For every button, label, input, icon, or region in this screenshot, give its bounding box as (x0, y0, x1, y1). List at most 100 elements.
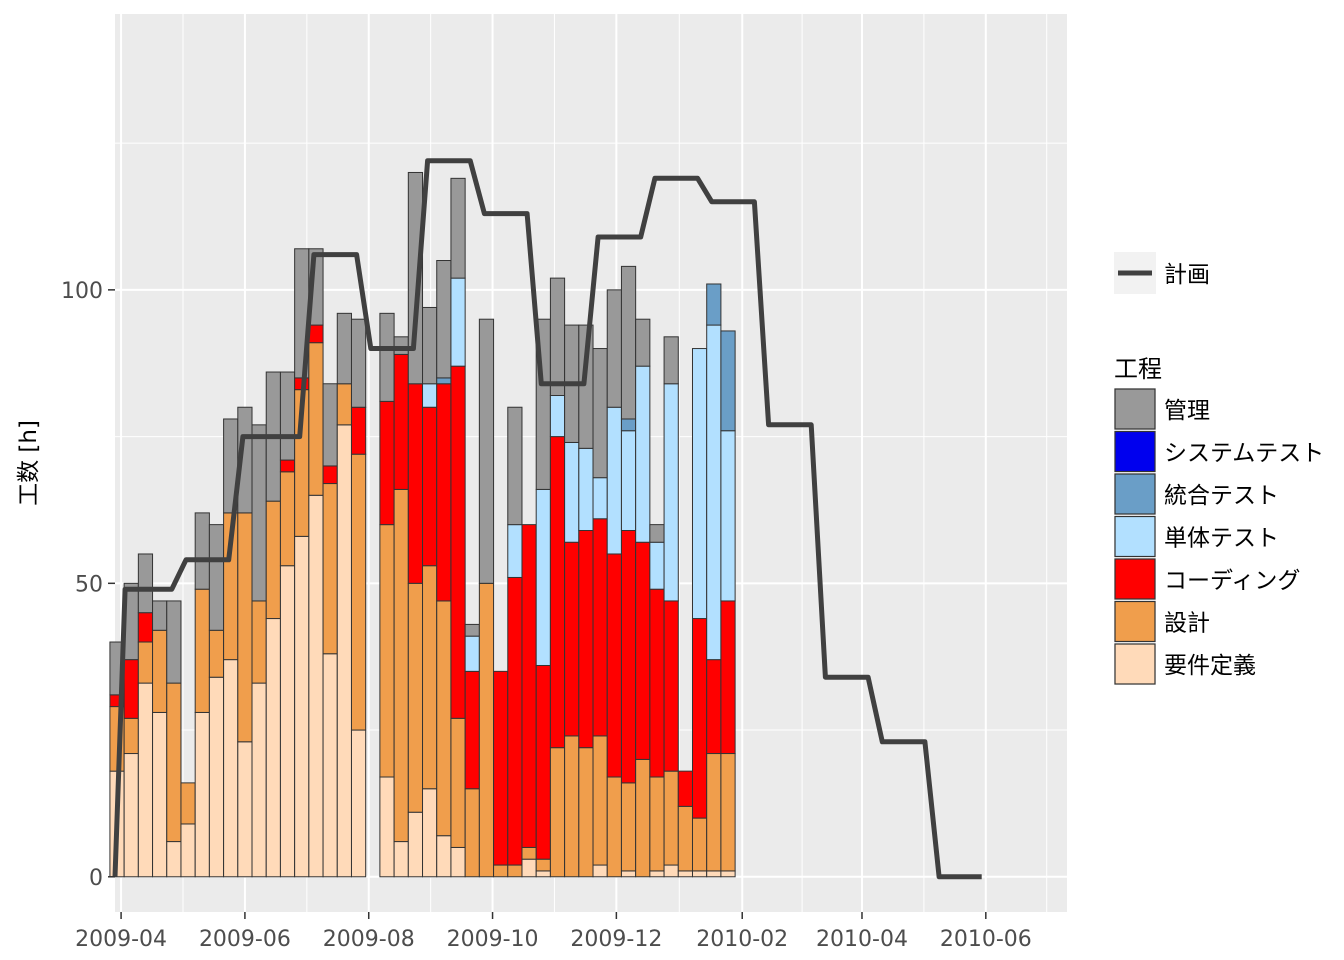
bar-segment (123, 717, 139, 755)
bar-segment (152, 711, 168, 878)
bar-segment (237, 741, 253, 878)
bar-segment (691, 817, 708, 872)
bar-segment (152, 600, 168, 631)
bar-segment (649, 524, 665, 543)
bar-segment (620, 870, 637, 878)
bar-segment (294, 535, 310, 878)
bar-segment (663, 600, 679, 772)
bar-segment (663, 864, 679, 878)
bar-segment (720, 430, 736, 602)
bar-segment (606, 289, 622, 408)
bar-segment (393, 336, 409, 355)
bar-segment (521, 846, 537, 860)
x-tick-label: 2009-08 (323, 927, 415, 952)
bar-segment (265, 500, 281, 620)
bar-segment (507, 406, 523, 526)
bar-segment (535, 870, 551, 878)
bar-segment (166, 600, 182, 684)
bar-segment (422, 406, 438, 567)
bar-segment (208, 524, 225, 631)
bar-segment (521, 858, 537, 878)
bar-segment (635, 758, 651, 878)
legend-swatch (1114, 643, 1156, 685)
bar-segment (450, 717, 466, 848)
bar-segment (549, 747, 566, 878)
bar-segment (592, 518, 608, 737)
bar-segment (706, 870, 722, 878)
bar-segment (649, 870, 665, 878)
y-tick-label: 100 (61, 279, 103, 304)
bar-segment (180, 823, 196, 878)
bar-segment (237, 512, 253, 743)
bar-segment (464, 635, 480, 672)
bar-segment (279, 471, 296, 567)
bar-segment (493, 670, 509, 866)
bar-segment (379, 400, 395, 526)
bar-segment (123, 753, 139, 878)
bar-segment (208, 629, 225, 678)
bar-segment (251, 600, 267, 684)
bar-segment (166, 682, 182, 843)
bar-segment (478, 318, 495, 584)
bar-segment (322, 383, 338, 467)
stacked-bars (109, 171, 736, 878)
bar-segment (407, 383, 424, 584)
x-tick-label: 2009-04 (75, 927, 167, 952)
bar-segment (393, 353, 409, 490)
bar-segment (137, 553, 154, 614)
bar-segment (166, 841, 182, 878)
x-tick-label: 2009-10 (447, 927, 539, 952)
bar-segment (336, 383, 352, 426)
bar-segment (663, 383, 679, 602)
bar-segment (549, 277, 566, 397)
bar-segment (478, 582, 495, 878)
x-tick-label: 2009-06 (199, 927, 291, 952)
legend-label: システムテスト (1164, 441, 1324, 467)
bar-segment (450, 846, 466, 878)
bar-segment (279, 459, 296, 473)
bar-segment (265, 618, 281, 878)
x-tick-label: 2010-04 (816, 927, 908, 952)
bar-segment (535, 664, 551, 860)
bar-segment (393, 841, 409, 878)
legend-swatch (1114, 558, 1156, 600)
x-tick-label: 2009-12 (570, 927, 662, 952)
bar-segment (677, 805, 693, 872)
bar-segment (123, 659, 139, 719)
legend-label: コーディング (1164, 568, 1300, 594)
bar-segment (493, 864, 509, 878)
bar-segment (279, 565, 296, 878)
bar-segment (592, 477, 608, 520)
legend-label: 管理 (1164, 398, 1210, 424)
bar-segment (706, 753, 722, 872)
bar-segment (251, 682, 267, 878)
bar-segment (691, 348, 708, 620)
bar-segment (677, 870, 693, 878)
bar-segment (450, 365, 466, 719)
bar-segment (549, 395, 566, 438)
bar-segment (308, 324, 324, 344)
bar-segment (592, 864, 608, 878)
bar-segment (649, 541, 665, 590)
bar-segment (464, 788, 480, 878)
bar-segment (564, 441, 580, 543)
y-axis: 0 50 100 (61, 279, 115, 891)
bar-segment (606, 553, 622, 778)
bar-segment (620, 529, 637, 784)
bar-segment (152, 629, 168, 713)
bar-segment (635, 365, 651, 543)
bar-segment (464, 670, 480, 790)
bar-segment (422, 788, 438, 878)
bar-segment (223, 659, 239, 878)
x-tick-label: 2010-02 (696, 927, 788, 952)
bar-segment (407, 811, 424, 878)
bar-segment (507, 864, 523, 878)
bar-segment (578, 447, 594, 531)
bar-segment (507, 576, 523, 866)
bar-segment (706, 659, 722, 755)
legend-swatch (1114, 515, 1156, 558)
legend-swatch (1114, 388, 1156, 430)
bar-segment (691, 870, 708, 878)
legend-swatch (1114, 430, 1156, 473)
